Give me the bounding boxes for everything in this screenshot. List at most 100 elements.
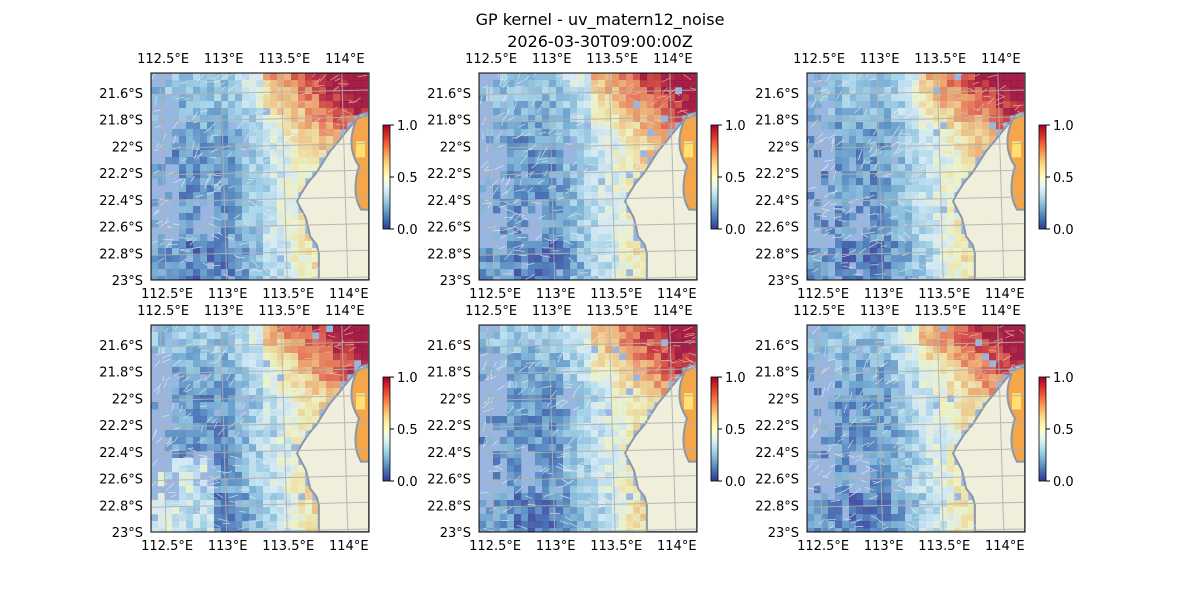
colorbar-tick-label: 0.5 — [1053, 171, 1074, 186]
lon-tick-label-bottom: 112.5°E — [141, 287, 193, 302]
map-panel: 112.5°E 112.5°E 113°E 113°E 113.5°E 113.5°E 11… — [99, 304, 417, 554]
lon-tick-label-bottom: 113°E — [536, 539, 576, 554]
current-vectors — [479, 325, 697, 532]
lon-tick-label-bottom: 113.5°E — [918, 539, 970, 554]
gridlines — [151, 325, 369, 532]
lon-tick-label-bottom: 112.5°E — [797, 287, 849, 302]
lon-tick-label-bottom: 113°E — [864, 539, 904, 554]
lat-tick-label: 23°S — [440, 274, 471, 289]
map-panel: 112.5°E 112.5°E 113°E 113°E 113.5°E 113.5°E 11… — [755, 304, 1073, 554]
lon-tick-label-bottom: 113°E — [208, 539, 248, 554]
colorbar-tick-label: 0.5 — [1053, 423, 1074, 438]
lon-tick-label-bottom: 113.5°E — [262, 287, 314, 302]
lon-tick-label-top: 113.5°E — [914, 52, 966, 67]
colorbar: 0.0 0.5 1.0 — [382, 119, 418, 238]
lat-tick-label: 22.8°S — [99, 499, 143, 514]
colorbar-tick-label: 1.0 — [1053, 371, 1074, 386]
land-area — [623, 73, 697, 280]
map-frame — [478, 72, 698, 281]
map-panel: 112.5°E 112.5°E 113°E 113°E 113.5°E 113.5°E 11… — [755, 52, 1073, 302]
lat-tick-label: 21.8°S — [99, 366, 143, 381]
colorbar-tick-label: 0.0 — [725, 223, 746, 238]
lat-tick-label: 21.8°S — [755, 114, 799, 129]
lat-tick-label: 21.8°S — [99, 114, 143, 129]
lat-tick-label: 22°S — [112, 140, 143, 155]
lon-tick-label-bottom: 114°E — [329, 539, 369, 554]
lat-tick-label: 22.4°S — [755, 446, 799, 461]
lat-tick-label: 23°S — [768, 526, 799, 541]
map-panel: 112.5°E 112.5°E 113°E 113°E 113.5°E 113.5°E 11… — [99, 52, 417, 302]
colorbar-tick-label: 0.0 — [1053, 475, 1074, 490]
lon-tick-label-top: 113°E — [532, 304, 572, 319]
colorbar-tick-label: 0.0 — [1053, 223, 1074, 238]
colorbar: 0.0 0.5 1.0 — [1038, 119, 1074, 238]
lat-tick-label: 22.6°S — [99, 473, 143, 488]
colorbar-tick-label: 1.0 — [725, 119, 746, 134]
lon-tick-label-top: 114°E — [981, 304, 1021, 319]
lat-tick-label: 21.6°S — [99, 339, 143, 354]
lon-tick-label-top: 113°E — [204, 52, 244, 67]
lat-tick-label: 21.8°S — [755, 366, 799, 381]
lat-tick-label: 21.6°S — [755, 339, 799, 354]
bay-area — [1006, 113, 1025, 211]
current-vectors — [807, 325, 1025, 532]
uncertainty-field — [479, 73, 697, 280]
lat-tick-label: 23°S — [440, 526, 471, 541]
map-frame — [806, 72, 1026, 281]
lat-tick-label: 22.8°S — [427, 499, 471, 514]
lat-tick-label: 21.6°S — [99, 87, 143, 102]
colorbar: 0.0 0.5 1.0 — [1038, 371, 1074, 490]
lon-tick-label-top: 114°E — [325, 52, 365, 67]
colorbar-tick-label: 0.5 — [725, 171, 746, 186]
lon-tick-label-top: 112.5°E — [137, 304, 189, 319]
figure-subtitle: 2026-03-30T09:00:00Z — [507, 32, 693, 51]
bay-area — [350, 365, 369, 463]
gridlines — [151, 73, 369, 280]
lat-tick-label: 22°S — [440, 392, 471, 407]
lon-tick-label-top: 112.5°E — [465, 304, 517, 319]
lon-tick-label-top: 113°E — [204, 304, 244, 319]
colorbar-tick-label: 0.0 — [397, 223, 418, 238]
lon-tick-label-top: 113.5°E — [258, 52, 310, 67]
bay-area — [350, 113, 369, 211]
lon-tick-label-top: 114°E — [981, 52, 1021, 67]
current-vectors — [151, 325, 356, 532]
map-panel: 112.5°E 112.5°E 113°E 113°E 113.5°E 113.5°E 11… — [427, 304, 745, 554]
colorbar-tick-label: 1.0 — [725, 371, 746, 386]
lat-tick-label: 22.2°S — [99, 419, 143, 434]
lon-tick-label-bottom: 114°E — [657, 539, 697, 554]
lon-tick-label-top: 114°E — [653, 52, 693, 67]
uncertainty-field — [479, 325, 697, 532]
map-frame — [806, 324, 1026, 533]
lat-tick-label: 22.8°S — [427, 247, 471, 262]
lon-tick-label-top: 113.5°E — [586, 304, 638, 319]
lon-tick-label-bottom: 114°E — [657, 287, 697, 302]
map-panel: 112.5°E 112.5°E 113°E 113°E 113.5°E 113.5°E 11… — [427, 52, 745, 302]
lon-tick-label-bottom: 113.5°E — [590, 287, 642, 302]
lat-tick-label: 21.6°S — [755, 87, 799, 102]
lat-tick-label: 22.8°S — [755, 247, 799, 262]
land-area — [295, 325, 369, 532]
lon-tick-label-top: 114°E — [325, 304, 365, 319]
land-area — [951, 325, 1025, 532]
land-area — [623, 325, 697, 532]
lat-tick-label: 22.2°S — [99, 167, 143, 182]
lat-tick-label: 21.8°S — [427, 114, 471, 129]
lat-tick-label: 22°S — [440, 140, 471, 155]
lon-tick-label-bottom: 112.5°E — [141, 539, 193, 554]
lat-tick-label: 22°S — [112, 392, 143, 407]
colorbar: 0.0 0.5 1.0 — [382, 371, 418, 490]
colorbar-tick-label: 0.5 — [397, 171, 418, 186]
lat-tick-label: 23°S — [112, 274, 143, 289]
colorbar-tick-label: 1.0 — [397, 371, 418, 386]
lat-tick-label: 22.2°S — [427, 167, 471, 182]
lon-tick-label-top: 112.5°E — [793, 52, 845, 67]
figure-title: GP kernel - uv_matern12_noise — [475, 10, 725, 29]
colorbar-tick-label: 1.0 — [1053, 119, 1074, 134]
lon-tick-label-bottom: 114°E — [985, 287, 1025, 302]
gridlines — [479, 325, 697, 532]
land-area — [295, 73, 369, 280]
lon-tick-label-top: 113.5°E — [586, 52, 638, 67]
lat-tick-label: 21.6°S — [427, 339, 471, 354]
